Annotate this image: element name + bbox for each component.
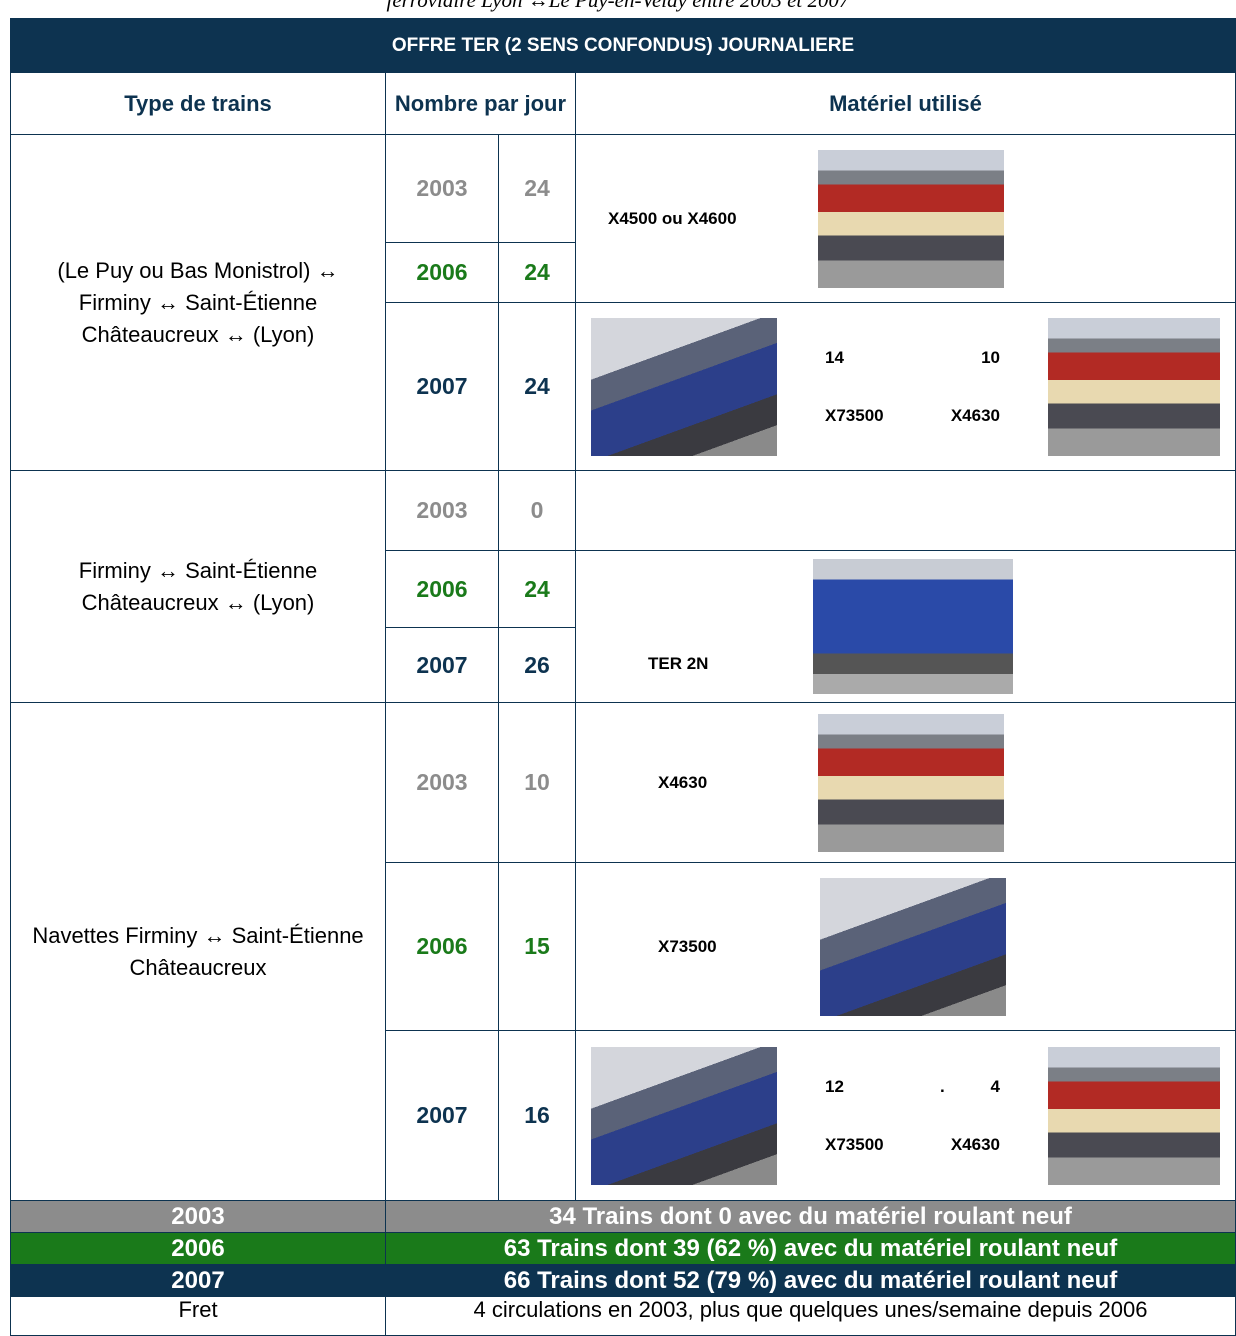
photo [1048,317,1220,456]
material: 14 [825,347,844,367]
material-cell: 14 10 X73500 X4630 [575,302,1236,471]
count: 24 [498,550,576,628]
count: 26 [498,627,576,703]
material: 10 [981,347,1000,367]
material: X73500 [825,1134,884,1154]
material-cell [575,470,1236,551]
photo [1048,1046,1220,1185]
photo [591,1046,777,1185]
header: Nombre par jour [385,72,576,135]
fret-text: 4 circulations en 2003, plus que quelque… [385,1296,1236,1336]
year: 2006 [385,862,499,1031]
summary-year: 2006 [10,1232,386,1265]
material-split: 14 10 X73500 X4630 [825,348,1000,426]
count: 16 [498,1030,576,1201]
table-title: OFFRE TER (2 SENS CONFONDUS) JOURNALIERE [10,18,1236,73]
material: X4630 [950,1134,1000,1154]
material: X4630 [950,405,1000,425]
count: 24 [498,134,576,243]
material: 4 [990,1076,1000,1096]
offer-table: OFFRE TER (2 SENS CONFONDUS) JOURNALIERE… [10,18,1236,1336]
fret-label: Fret [10,1296,386,1336]
year: 2007 [385,1030,499,1201]
count: 10 [498,702,576,863]
group-label: Navettes Firminy ↔ Saint-Étienne Château… [10,702,386,1201]
year: 2003 [385,702,499,863]
summary-text: 63 Trains dont 39 (62 %) avec du matérie… [385,1232,1236,1265]
photo [818,713,1004,852]
header: Type de trains [10,72,386,135]
material-cell: X4500 ou X4600 [575,134,1236,303]
group-label: (Le Puy ou Bas Monistrol) ↔ Firminy ↔ Sa… [10,134,386,471]
material: X73500 [825,405,884,425]
photo [820,877,1006,1016]
material-cell: X4630 [575,702,1236,863]
year: 2007 [385,302,499,471]
material: . [940,1076,945,1096]
caption: ferroviaire Lyon ↔Le Puy-en-Velay entre … [386,0,850,12]
material: X4500 ou X4600 [608,208,737,228]
material: X73500 [658,936,717,956]
group-label: Firminy ↔ Saint-Étienne Châteaucreux ↔ (… [10,470,386,703]
summary-year: 2003 [10,1200,386,1233]
summary-text: 34 Trains dont 0 avec du matériel roulan… [385,1200,1236,1233]
year: 2006 [385,242,499,303]
summary-year: 2007 [10,1264,386,1297]
year: 2003 [385,134,499,243]
header: Matériel utilisé [575,72,1236,135]
material-split: 12 . 4 X73500 X4630 [825,1077,1000,1155]
material: 12 [825,1076,844,1096]
material: X4630 [658,772,708,792]
photo [813,559,1013,694]
year: 2007 [385,627,499,703]
summary-text: 66 Trains dont 52 (79 %) avec du matérie… [385,1264,1236,1297]
material-cell: TER 2N [575,550,1236,703]
year: 2006 [385,550,499,628]
photo [818,149,1004,288]
count: 0 [498,470,576,551]
material: TER 2N [648,654,709,673]
material-cell: X73500 [575,862,1236,1031]
count: 15 [498,862,576,1031]
material-cell: 12 . 4 X73500 X4630 [575,1030,1236,1201]
count: 24 [498,302,576,471]
count: 24 [498,242,576,303]
photo [591,317,777,456]
year: 2003 [385,470,499,551]
